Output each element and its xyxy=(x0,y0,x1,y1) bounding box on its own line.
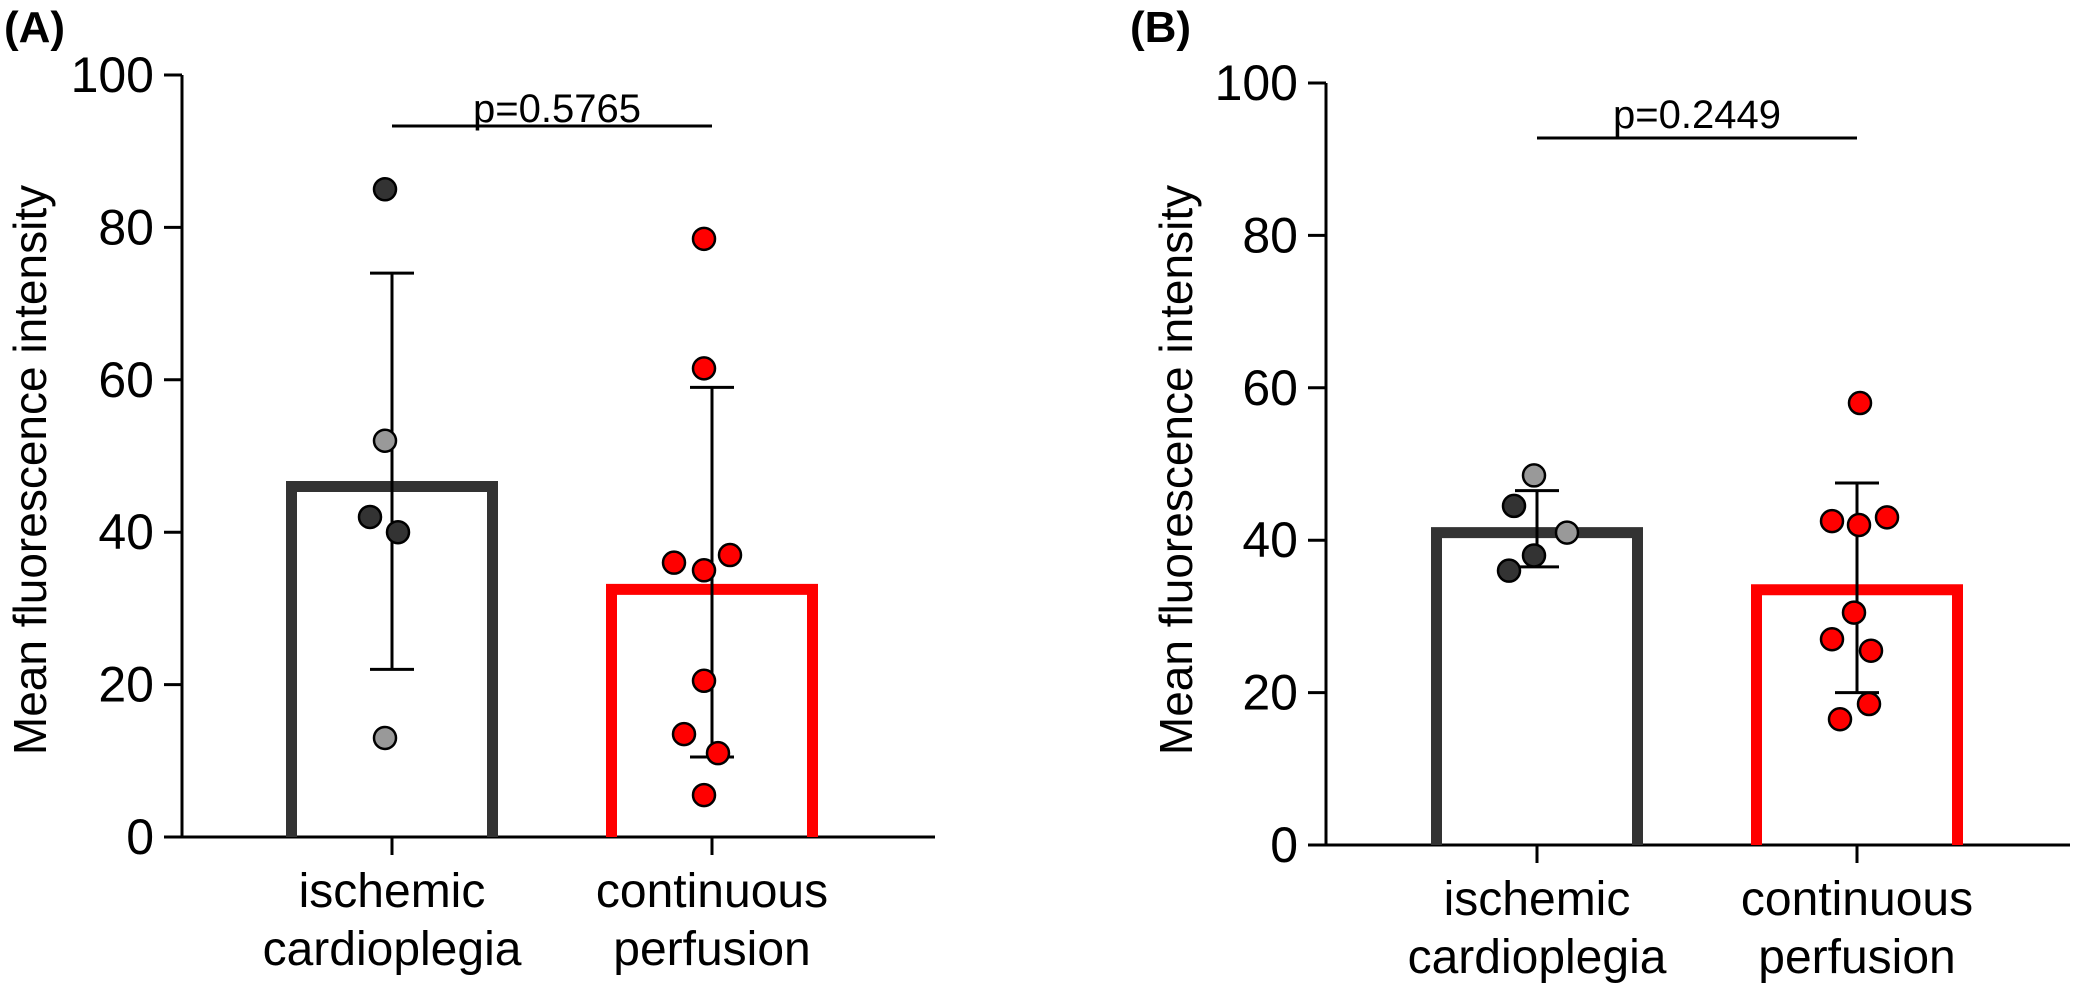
category-label-a: ischemic xyxy=(299,865,486,918)
category-label-a: perfusion xyxy=(613,923,810,976)
data-point-b xyxy=(1819,627,1845,652)
data-point-a xyxy=(357,504,383,530)
data-point-b xyxy=(1521,463,1547,488)
data-point-b xyxy=(1827,707,1853,732)
y-axis-label-b: Mean fluorescence intensity xyxy=(1150,185,1202,755)
data-point-b xyxy=(1841,600,1867,625)
y-tick-label-b: 100 xyxy=(1215,55,1298,111)
panel-label-b: (B) xyxy=(1130,3,1191,52)
data-point-a xyxy=(691,226,717,252)
category-label-b: continuous xyxy=(1741,873,1973,926)
data-point-b xyxy=(1847,390,1873,416)
y-tick-label-a: 0 xyxy=(126,809,154,865)
p-value-a: p=0.5765 xyxy=(473,87,641,131)
y-tick-label-b: 0 xyxy=(1270,817,1298,873)
y-tick-label-b: 60 xyxy=(1242,360,1298,416)
category-label-b: perfusion xyxy=(1758,931,1955,984)
y-tick-label-b: 20 xyxy=(1242,665,1298,721)
data-point-b xyxy=(1856,691,1882,717)
data-point-a xyxy=(691,668,717,694)
data-point-b xyxy=(1874,505,1900,530)
data-point-a xyxy=(705,740,731,766)
y-tick-label-b: 80 xyxy=(1242,207,1298,263)
panel-label-a: (A) xyxy=(4,3,65,52)
y-axis-label-a: Mean fluorescence intensity xyxy=(4,185,56,755)
data-point-a xyxy=(691,356,717,381)
data-point-a xyxy=(372,177,398,202)
y-tick-label-b: 40 xyxy=(1242,512,1298,568)
data-point-b xyxy=(1496,558,1522,583)
panel-b: (B) Mean fluorescence intensity p=0.2449… xyxy=(1130,3,2070,984)
category-label-a: cardioplegia xyxy=(263,923,522,976)
data-point-a xyxy=(385,519,411,545)
data-point-b xyxy=(1521,543,1547,568)
category-label-a: continuous xyxy=(596,865,828,918)
y-tick-label-a: 20 xyxy=(98,657,154,713)
p-value-b: p=0.2449 xyxy=(1613,93,1781,137)
data-point-a xyxy=(372,428,398,454)
category-label-b: ischemic xyxy=(1444,873,1631,926)
data-point-b xyxy=(1858,638,1884,663)
data-point-a xyxy=(691,558,717,583)
data-point-a xyxy=(671,721,697,747)
category-label-b: cardioplegia xyxy=(1408,931,1667,984)
y-tick-label-a: 40 xyxy=(98,504,154,560)
y-tick-label-a: 60 xyxy=(98,352,154,408)
data-point-a xyxy=(661,550,687,575)
data-point-b xyxy=(1501,493,1527,519)
panel-a: (A) Mean fluorescence intensity p=0.5765… xyxy=(4,3,935,976)
data-point-a xyxy=(691,782,717,808)
data-point-b xyxy=(1846,512,1872,538)
data-point-a xyxy=(717,542,743,568)
y-tick-label-a: 80 xyxy=(98,199,154,255)
data-point-b xyxy=(1554,520,1580,545)
bar-b-0 xyxy=(1431,527,1643,845)
y-tick-label-a: 100 xyxy=(71,47,154,103)
data-point-b xyxy=(1819,508,1845,534)
data-point-a xyxy=(372,725,398,751)
